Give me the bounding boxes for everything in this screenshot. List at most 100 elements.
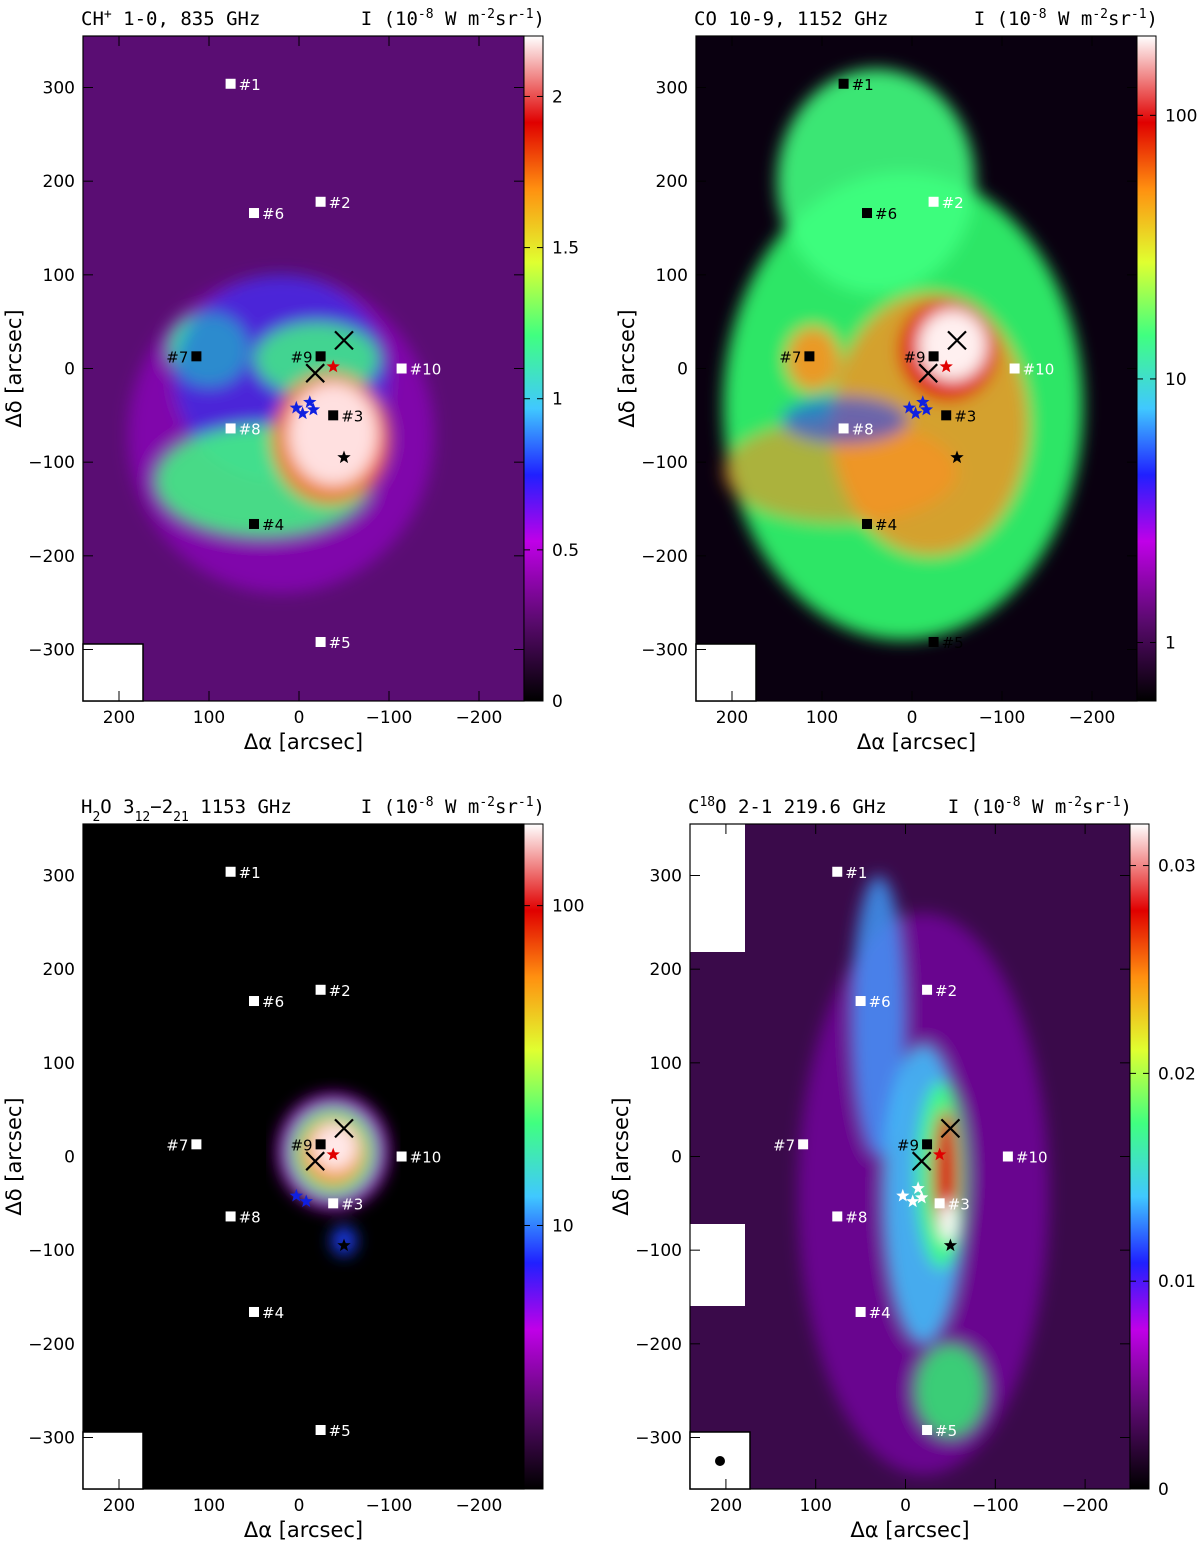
position-label: #1 bbox=[239, 76, 261, 94]
emission-blob bbox=[288, 382, 379, 486]
y-tick-label: −100 bbox=[641, 453, 688, 473]
y-tick-label: 200 bbox=[43, 960, 75, 980]
x-tick-label: 100 bbox=[193, 1496, 225, 1516]
position-label: #3 bbox=[341, 1195, 363, 1213]
position-marker bbox=[396, 1151, 407, 1162]
y-tick-label: 300 bbox=[650, 867, 682, 887]
star-marker bbox=[916, 395, 930, 408]
colorbar-tick-label: 0.01 bbox=[1158, 1272, 1196, 1292]
position-marker bbox=[838, 78, 849, 89]
position-marker bbox=[798, 1139, 809, 1150]
position-label: #2 bbox=[329, 194, 351, 212]
position-label: #9 bbox=[290, 1136, 312, 1154]
position-marker bbox=[249, 996, 259, 1007]
star-marker bbox=[299, 1194, 313, 1208]
position-marker bbox=[928, 351, 939, 362]
position-label: #3 bbox=[954, 407, 976, 425]
position-label: #4 bbox=[262, 1304, 284, 1322]
y-tick-label: −200 bbox=[641, 547, 688, 567]
star-marker bbox=[902, 400, 916, 414]
no-data-mask bbox=[690, 824, 745, 952]
colorbar bbox=[523, 823, 544, 1490]
y-axis-label: Δδ [arcsec] bbox=[609, 1097, 633, 1215]
position-label: #9 bbox=[897, 1136, 919, 1154]
y-tick-label: −100 bbox=[28, 453, 75, 473]
y-tick-label: 300 bbox=[656, 79, 688, 99]
panel-title: CH+ 1-0, 835 GHz bbox=[81, 7, 260, 31]
y-tick-label: −300 bbox=[28, 1428, 75, 1448]
position-label: #10 bbox=[1016, 1149, 1048, 1167]
position-label: #4 bbox=[875, 516, 897, 534]
position-marker bbox=[225, 78, 236, 89]
x-tick-label: −100 bbox=[366, 708, 413, 728]
star-marker bbox=[896, 1188, 910, 1202]
cross-marker bbox=[305, 363, 325, 383]
colorbar-tick-label: 0 bbox=[1158, 1480, 1169, 1500]
star-marker bbox=[295, 406, 310, 420]
star-marker bbox=[939, 359, 953, 373]
x-tick-label: −100 bbox=[979, 708, 1026, 728]
star-marker bbox=[289, 400, 303, 414]
position-label: #7 bbox=[779, 348, 801, 366]
star-marker bbox=[915, 1190, 929, 1204]
colorbar-tick-label: 1.5 bbox=[552, 239, 579, 259]
star-marker bbox=[911, 1181, 925, 1194]
beam-circle bbox=[715, 1456, 725, 1466]
position-label: #1 bbox=[845, 864, 867, 882]
x-tick-label: 200 bbox=[103, 1496, 135, 1516]
y-tick-label: −200 bbox=[28, 547, 75, 567]
colorbar-tick-label: 0.03 bbox=[1158, 857, 1196, 877]
position-label: #9 bbox=[290, 348, 312, 366]
y-axis-label: Δδ [arcsec] bbox=[615, 309, 639, 427]
x-tick-label: −200 bbox=[456, 1496, 503, 1516]
cross-marker bbox=[334, 1118, 354, 1139]
position-marker bbox=[315, 984, 326, 995]
position-marker bbox=[941, 410, 952, 421]
x-axis-label: Δα [arcsec] bbox=[244, 1518, 363, 1542]
cross-marker bbox=[334, 330, 354, 351]
colorbar-tick-label: 0 bbox=[552, 692, 563, 712]
position-label: #6 bbox=[262, 205, 284, 223]
star-marker bbox=[326, 1147, 340, 1161]
intensity-unit: I (10-8 W m-2sr-1) bbox=[361, 7, 545, 31]
colorbar bbox=[523, 35, 544, 702]
position-marker bbox=[191, 351, 202, 362]
colorbar-tick-label: 100 bbox=[1165, 106, 1197, 126]
position-marker bbox=[225, 423, 236, 434]
position-marker bbox=[832, 866, 843, 877]
y-tick-label: 300 bbox=[43, 867, 75, 887]
position-label: #9 bbox=[903, 348, 925, 366]
colorbar-tick-label: 10 bbox=[552, 1216, 574, 1236]
position-label: #5 bbox=[935, 1422, 957, 1440]
position-label: #6 bbox=[875, 205, 897, 223]
x-tick-label: 100 bbox=[806, 708, 838, 728]
emission-map bbox=[128, 274, 434, 594]
star-marker bbox=[933, 1147, 947, 1161]
position-marker bbox=[328, 1198, 339, 1209]
intensity-unit: I (10-8 W m-2sr-1) bbox=[948, 795, 1132, 819]
position-label: #1 bbox=[852, 76, 874, 94]
position-marker bbox=[928, 636, 939, 647]
x-tick-label: −100 bbox=[366, 1496, 413, 1516]
emission-blob bbox=[939, 1201, 958, 1243]
position-marker bbox=[249, 208, 259, 219]
y-tick-label: −100 bbox=[28, 1241, 75, 1261]
y-tick-label: 0 bbox=[64, 360, 75, 380]
x-tick-label: 0 bbox=[294, 708, 305, 728]
star-marker bbox=[906, 1194, 920, 1208]
y-tick-label: −200 bbox=[635, 1335, 682, 1355]
position-marker bbox=[249, 518, 259, 529]
position-label: #5 bbox=[329, 634, 351, 652]
emission-blob bbox=[851, 875, 906, 1157]
panel-title: CO 10-9, 1152 GHz bbox=[694, 8, 888, 30]
position-marker bbox=[191, 1139, 202, 1150]
y-tick-label: 100 bbox=[650, 1054, 682, 1074]
position-label: #7 bbox=[166, 1136, 188, 1154]
position-marker bbox=[396, 363, 407, 374]
no-data-mask bbox=[690, 1224, 745, 1306]
x-tick-label: 200 bbox=[710, 1496, 742, 1516]
position-marker bbox=[1009, 363, 1020, 374]
position-marker bbox=[922, 984, 933, 995]
star-marker bbox=[303, 395, 317, 408]
